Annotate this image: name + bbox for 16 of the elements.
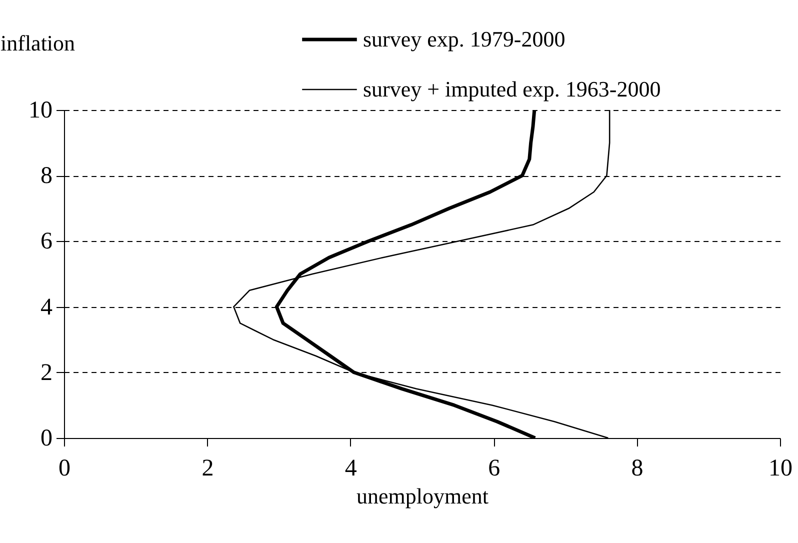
y-tick-label: 4 [40,294,52,320]
legend-label: survey exp. 1979-2000 [363,26,566,52]
y-tick-label: 6 [40,228,52,255]
y-tick-label: 10 [28,98,52,124]
y-tick-label: 2 [40,360,52,386]
legend-label: survey + imputed exp. 1963-2000 [363,76,661,102]
x-tick-label: 0 [58,456,70,482]
x-tick-label: 10 [768,456,792,482]
x-tick-label: 4 [344,456,357,482]
y-tick-label: 0 [40,426,52,452]
x-tick-label: 8 [631,456,644,482]
x-tick-label: 2 [202,456,214,482]
y-axis-title: inflation [0,30,76,56]
x-axis-title: unemployment [356,484,488,508]
x-tick-label: 6 [488,456,500,482]
y-tick-label: 8 [40,163,52,190]
